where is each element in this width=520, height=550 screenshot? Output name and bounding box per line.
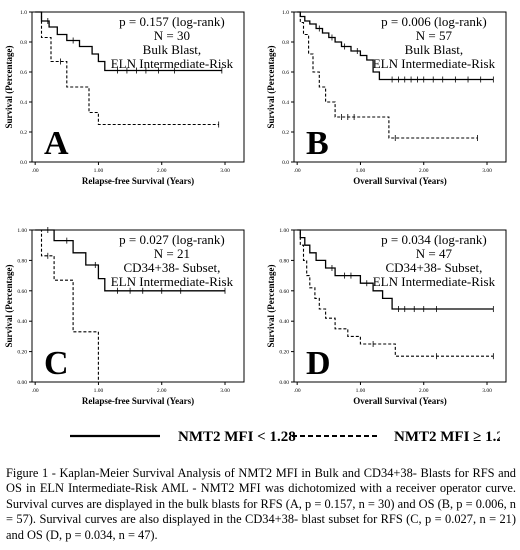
y-tick-label: 0.0: [20, 160, 27, 166]
y-tick-label: 0.60: [279, 289, 289, 295]
y-tick-label: 0.80: [279, 258, 289, 264]
x-tick-label: 3.00: [220, 388, 230, 394]
x-tick-label: .00: [294, 168, 301, 174]
km-panel-c: 0.00 0.20 0.40 0.60 0.80 1.00 .00 1.00 2.00 3.00 R…: [4, 227, 245, 406]
x-tick-label: .00: [294, 388, 301, 394]
y-tick-label: 0.80: [17, 258, 27, 264]
annotation-line: N = 21: [154, 246, 190, 261]
y-tick-label: 0.2: [282, 130, 289, 136]
panel-letter: C: [44, 345, 69, 382]
y-tick-label: 0.20: [279, 350, 289, 356]
x-tick-label: 1.00: [94, 168, 104, 174]
annotation-line: p = 0.034 (log-rank): [381, 232, 487, 247]
y-tick-label: 0.4: [282, 100, 289, 106]
y-tick-label: 0.00: [17, 380, 27, 386]
y-tick-label: 1.00: [17, 228, 27, 234]
x-axis-label: Overall Survival (Years): [353, 396, 447, 406]
plot-frame: [293, 229, 507, 383]
x-tick-label: 2.00: [157, 168, 167, 174]
legend-solid-label: NMT2 MFI < 1.28: [178, 429, 296, 445]
annotation-line: ELN Intermediate-Risk: [111, 56, 234, 71]
annotation-line: N = 30: [154, 28, 190, 43]
y-tick-label: 1.00: [279, 228, 289, 234]
annotation-line: ELN Intermediate-Risk: [373, 56, 496, 71]
y-tick-label: 0.40: [279, 319, 289, 325]
annotation-line: CD34+38- Subset,: [123, 260, 220, 275]
y-tick-label: 0.6: [20, 70, 27, 76]
x-axis-label: Overall Survival (Years): [353, 176, 447, 186]
y-tick-label: 0.0: [282, 160, 289, 166]
annotation-line: ELN Intermediate-Risk: [111, 274, 234, 289]
survival-curve-solid: [297, 229, 494, 310]
annotation-line: p = 0.157 (log-rank): [119, 14, 225, 29]
y-tick-label: 1.0: [20, 10, 27, 16]
km-panel-d: 0.00 0.20 0.40 0.60 0.80 1.00 .00 1.00 2.00 3.00 O…: [266, 228, 507, 406]
x-axis-label: Relapse-free Survival (Years): [82, 396, 194, 406]
y-tick-label: 0.2: [20, 130, 27, 136]
annotation-line: CD34+38- Subset,: [385, 260, 482, 275]
figure-legend: NMT2 MFI < 1.28 NMT2 MFI ≥ 1.28: [70, 429, 500, 445]
y-tick-label: 0.8: [282, 40, 289, 46]
x-tick-label: 2.00: [419, 388, 429, 394]
survival-curve-dashed: [297, 11, 478, 139]
y-tick-label: 0.60: [17, 289, 27, 295]
x-tick-label: 1.00: [356, 168, 366, 174]
x-tick-label: 1.00: [94, 388, 104, 394]
annotation-line: Bulk Blast,: [143, 42, 202, 57]
y-axis-label: Survival (Percentage): [4, 45, 14, 128]
survival-curve-dashed: [35, 229, 99, 382]
panel-letter: A: [44, 125, 69, 162]
y-axis-label: Survival (Percentage): [266, 264, 276, 347]
survival-curve-dashed: [35, 11, 219, 126]
annotation-line: Bulk Blast,: [405, 42, 464, 57]
x-tick-label: .00: [32, 168, 39, 174]
plot-frame: [31, 11, 245, 163]
annotation-line: ELN Intermediate-Risk: [373, 274, 496, 289]
survival-curve-dashed: [297, 229, 494, 357]
km-panel-b: 0.0 0.2 0.4 0.6 0.8 1.0 .00 1.00 2.00 3.00 Overall…: [266, 10, 507, 186]
x-tick-label: .00: [32, 388, 39, 394]
survival-curve-solid: [35, 229, 225, 292]
annotation-line: N = 57: [416, 28, 453, 43]
x-tick-label: 1.00: [356, 388, 366, 394]
plot-frame: [31, 229, 245, 383]
km-panel-a: 0.0 0.2 0.4 0.6 0.8 1.0 .00 1.00 2.00 3.00 Relapse…: [4, 10, 245, 186]
km-survival-figure: 0.0 0.2 0.4 0.6 0.8 1.0 .00 1.00 2.00 3.00 Relapse…: [4, 10, 507, 406]
x-tick-label: 3.00: [220, 168, 230, 174]
survival-curve-solid: [297, 11, 494, 81]
x-axis-label: Relapse-free Survival (Years): [82, 176, 194, 186]
figure-caption: Figure 1 - Kaplan-Meier Survival Analysi…: [6, 466, 516, 542]
y-tick-label: 0.4: [20, 100, 27, 106]
y-tick-label: 0.00: [279, 380, 289, 386]
y-tick-label: 0.40: [17, 319, 27, 325]
y-axis-label: Survival (Percentage): [266, 45, 276, 128]
y-axis-label: Survival (Percentage): [4, 264, 14, 347]
plot-frame: [293, 11, 507, 163]
x-tick-label: 2.00: [157, 388, 167, 394]
x-tick-label: 3.00: [482, 388, 492, 394]
annotation-line: p = 0.027 (log-rank): [119, 232, 225, 247]
annotation-line: N = 47: [416, 246, 453, 261]
legend-dashed-label: NMT2 MFI ≥ 1.28: [394, 429, 500, 445]
y-tick-label: 1.0: [282, 10, 289, 16]
y-tick-label: 0.8: [20, 40, 27, 46]
panel-letter: B: [306, 125, 329, 162]
y-tick-label: 0.20: [17, 350, 27, 356]
y-tick-label: 0.6: [282, 70, 289, 76]
annotation-line: p = 0.006 (log-rank): [381, 14, 487, 29]
x-tick-label: 2.00: [419, 168, 429, 174]
panel-letter: D: [306, 345, 331, 382]
x-tick-label: 3.00: [482, 168, 492, 174]
